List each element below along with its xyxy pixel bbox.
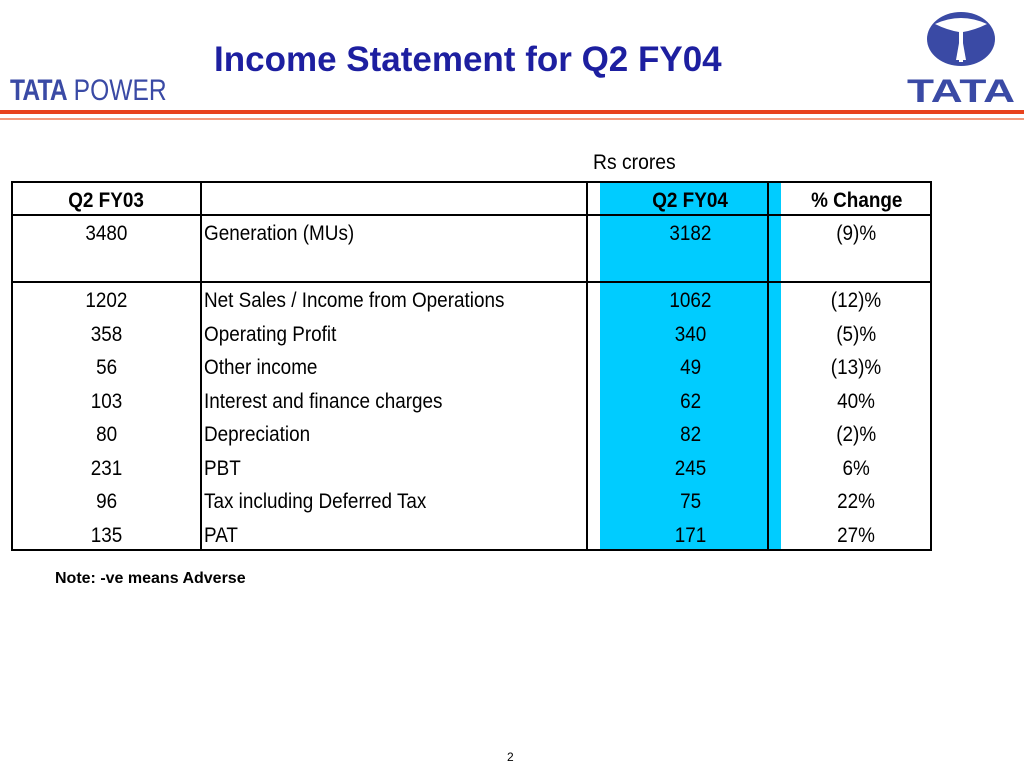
table-cell: 103: [90, 390, 123, 413]
header-row-divider: [13, 214, 930, 216]
footnote: Note: -ve means Adverse: [55, 570, 246, 587]
logo-left-bold: TATA: [10, 74, 68, 107]
col-divider: [767, 183, 769, 549]
table-cell: (5)%: [836, 323, 877, 346]
table-cell: 1202: [85, 289, 128, 312]
table-cell: Generation (MUs): [204, 222, 355, 245]
table-cell: 62: [679, 390, 702, 413]
table-cell: 340: [674, 323, 707, 346]
header-rule-red: [0, 110, 1024, 114]
table-cell: PAT: [204, 524, 238, 547]
table-cell: (12)%: [831, 289, 882, 312]
table-cell: 3480: [85, 222, 128, 245]
table-cell: 358: [90, 323, 123, 346]
table-cell: 82: [679, 423, 702, 446]
table-cell: (13)%: [831, 356, 882, 379]
tata-power-logo: TATA POWER: [10, 74, 167, 108]
page-number: 2: [507, 750, 514, 764]
section-divider: [13, 281, 930, 283]
table-cell: 27%: [837, 524, 876, 547]
table-cell: 6%: [842, 457, 871, 480]
col-divider: [586, 183, 588, 549]
tata-logo: TATA: [907, 12, 1015, 106]
income-table: Q2 FY03 Q2 FY04 % Change 3480 Generation…: [11, 181, 932, 551]
tata-emblem-icon: [927, 12, 995, 66]
table-cell: Operating Profit: [204, 323, 337, 346]
table-cell: 3182: [669, 222, 712, 245]
table-cell: 135: [90, 524, 123, 547]
col-divider: [200, 183, 202, 549]
table-cell: Interest and finance charges: [204, 390, 443, 413]
header-rule-light: [0, 118, 1024, 120]
table-cell: 40%: [837, 390, 876, 413]
table-cell: Net Sales / Income from Operations: [204, 289, 505, 312]
table-cell: 22%: [837, 490, 876, 513]
page-title: Income Statement for Q2 FY04: [214, 40, 722, 79]
table-cell: (2)%: [836, 423, 877, 446]
table-cell: 231: [90, 457, 123, 480]
table-cell: Other income: [204, 356, 318, 379]
table-cell: (9)%: [836, 222, 877, 245]
table-cell: Depreciation: [204, 423, 311, 446]
table-cell: 245: [674, 457, 707, 480]
table-cell: 96: [95, 490, 118, 513]
header-percent-change: % Change: [810, 189, 903, 212]
header-q2fy04: Q2 FY04: [652, 189, 729, 212]
table-cell: 1062: [669, 289, 712, 312]
unit-label: Rs crores: [593, 151, 676, 174]
table-cell: Tax including Deferred Tax: [204, 490, 427, 513]
table-cell: 56: [95, 356, 118, 379]
table-cell: PBT: [204, 457, 241, 480]
table-cell: 171: [674, 524, 707, 547]
tata-wordmark: TATA: [907, 73, 1015, 106]
logo-left-rest: POWER: [73, 74, 167, 107]
highlight-column-q2fy04: [600, 183, 781, 549]
header-q2fy03: Q2 FY03: [68, 189, 145, 212]
table-cell: 75: [679, 490, 702, 513]
table-cell: 80: [95, 423, 118, 446]
table-cell: 49: [679, 356, 702, 379]
